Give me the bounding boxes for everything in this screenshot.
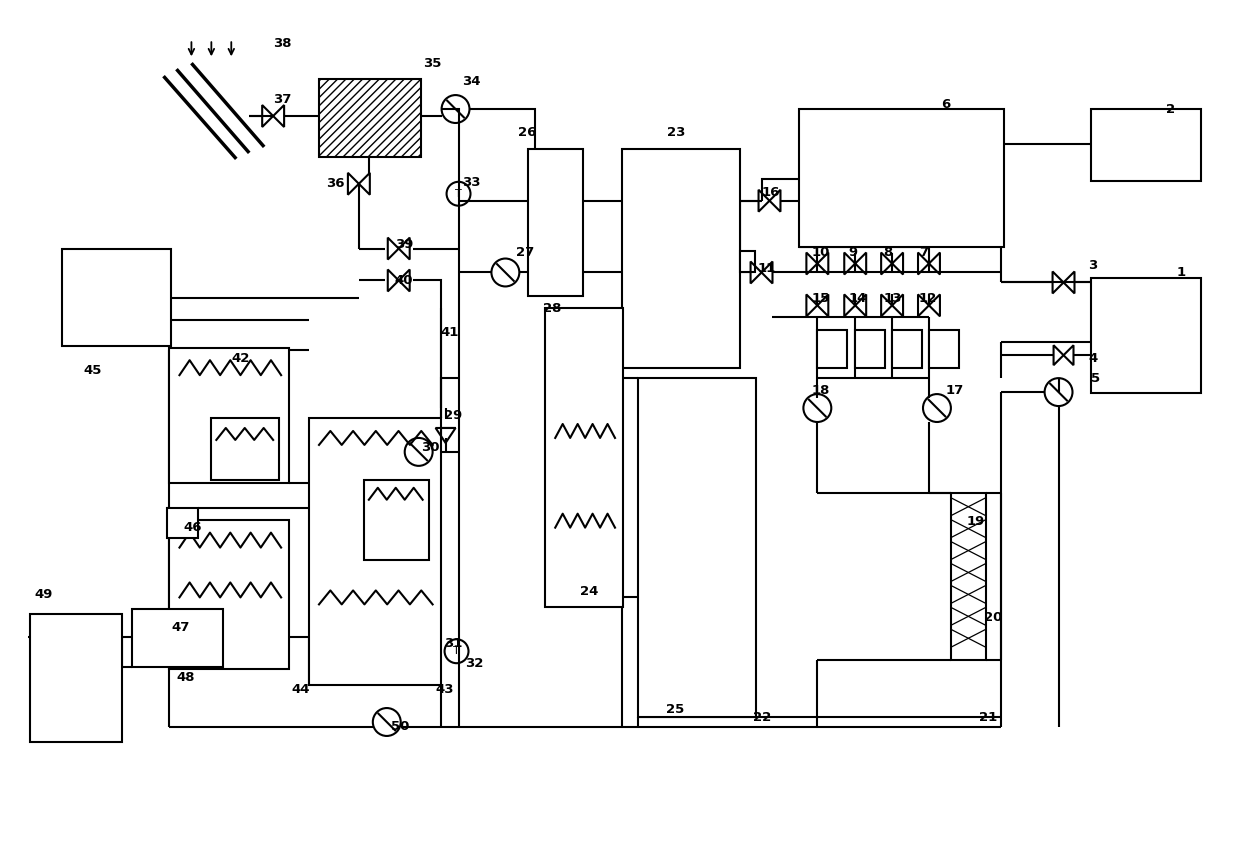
Text: 29: 29 <box>444 409 461 421</box>
Bar <box>622 149 739 368</box>
Bar <box>546 309 622 607</box>
Text: 19: 19 <box>967 516 985 528</box>
Text: 16: 16 <box>761 186 780 199</box>
Text: 49: 49 <box>33 588 52 601</box>
Bar <box>892 331 923 368</box>
Text: 17: 17 <box>946 383 965 397</box>
Text: 7: 7 <box>919 246 928 259</box>
Text: 13: 13 <box>883 292 901 305</box>
Text: 21: 21 <box>978 711 997 723</box>
Text: 46: 46 <box>184 521 202 534</box>
Text: 3: 3 <box>1089 259 1097 272</box>
Bar <box>929 331 959 368</box>
Text: 37: 37 <box>273 93 291 106</box>
Text: 10: 10 <box>811 246 830 259</box>
Text: 4: 4 <box>1089 352 1097 365</box>
Text: 33: 33 <box>463 177 481 189</box>
Text: 31: 31 <box>444 637 463 650</box>
Text: T: T <box>453 646 460 656</box>
Text: 40: 40 <box>394 274 413 287</box>
Text: 28: 28 <box>543 302 562 315</box>
Bar <box>131 610 223 667</box>
Bar <box>817 331 847 368</box>
Text: 11: 11 <box>758 262 776 275</box>
Text: 2: 2 <box>1166 103 1176 115</box>
Text: 34: 34 <box>463 75 481 87</box>
Text: 50: 50 <box>391 721 409 733</box>
Text: 22: 22 <box>753 711 771 723</box>
Text: 45: 45 <box>84 363 102 377</box>
Bar <box>1091 278 1202 393</box>
Text: 42: 42 <box>232 352 249 365</box>
Text: 30: 30 <box>420 442 439 454</box>
Text: 20: 20 <box>983 611 1002 624</box>
Bar <box>309 418 440 685</box>
Text: 43: 43 <box>435 683 454 696</box>
Bar <box>637 378 755 717</box>
Bar <box>211 418 279 480</box>
Bar <box>166 508 198 537</box>
Text: 15: 15 <box>811 292 830 305</box>
Text: 47: 47 <box>171 621 190 634</box>
Text: 1: 1 <box>1177 266 1185 279</box>
Text: 41: 41 <box>440 325 459 339</box>
Text: 24: 24 <box>580 585 599 598</box>
Text: 26: 26 <box>518 126 537 140</box>
Text: 48: 48 <box>176 670 195 684</box>
Bar <box>30 615 122 742</box>
Text: 44: 44 <box>291 683 310 696</box>
Text: 18: 18 <box>811 383 830 397</box>
Bar <box>528 149 583 296</box>
Text: 27: 27 <box>516 246 534 259</box>
Bar <box>62 249 171 346</box>
Bar <box>739 251 755 272</box>
Bar <box>800 109 1003 246</box>
Text: T: T <box>455 188 463 198</box>
Text: 36: 36 <box>326 177 345 190</box>
Bar <box>170 520 289 669</box>
Text: 8: 8 <box>883 246 893 259</box>
Bar <box>363 480 429 559</box>
Text: 35: 35 <box>423 56 441 70</box>
Text: 32: 32 <box>465 657 484 669</box>
Bar <box>1091 109 1202 181</box>
Text: 14: 14 <box>848 292 867 305</box>
Text: 25: 25 <box>666 702 684 716</box>
Bar <box>951 493 986 660</box>
Text: 5: 5 <box>1091 372 1101 384</box>
Text: 6: 6 <box>941 98 950 110</box>
Text: 38: 38 <box>273 37 291 50</box>
Text: 23: 23 <box>667 126 686 140</box>
Bar <box>319 79 420 157</box>
Text: 12: 12 <box>919 292 937 305</box>
Bar <box>856 331 885 368</box>
Text: 9: 9 <box>848 246 857 259</box>
Text: 39: 39 <box>394 238 413 251</box>
Bar <box>170 348 289 483</box>
